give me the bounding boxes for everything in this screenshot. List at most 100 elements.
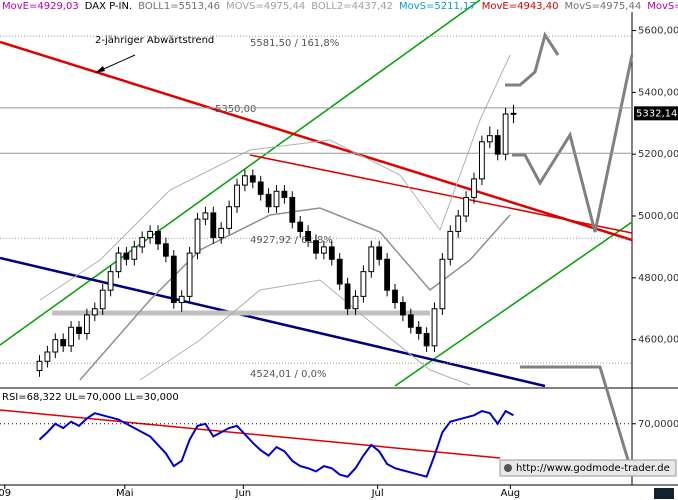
last-price-label: 5332,14 [636, 108, 677, 119]
candle-body [344, 283, 351, 310]
x-tick-label: Jul [371, 488, 384, 499]
candle-body [115, 252, 122, 273]
candle-body [186, 252, 193, 297]
x-tick-label: Jun [235, 488, 252, 499]
candle-body [273, 190, 280, 208]
annotation: 2-jähriger Abwärtstrend [95, 35, 214, 46]
rsi-line [38, 409, 514, 478]
indicator-label: MovS=4608,52 [647, 1, 678, 12]
candle-body [44, 351, 51, 362]
watermark-box [499, 459, 677, 477]
watermark[interactable]: http://www.godmode-trader.de [516, 463, 670, 474]
candle-body [479, 141, 485, 180]
candle-body [265, 193, 272, 208]
indicator-label: MovS=5211,17 [399, 1, 476, 12]
candle-body [257, 181, 264, 195]
candle-body [131, 246, 138, 260]
candle-body [376, 246, 383, 260]
watermark-icon [504, 464, 512, 472]
candle-body [510, 112, 517, 115]
candle-body [289, 196, 296, 223]
candle-body [502, 113, 509, 155]
annotation: 5581,50 / 161,8% [250, 38, 339, 49]
y-tick-label: 4800,00 [638, 273, 678, 284]
candle-body [392, 289, 398, 304]
bollinger-lower [139, 279, 471, 386]
candle-body [242, 175, 248, 186]
candle-body [84, 314, 90, 334]
candle-body [202, 212, 209, 220]
indicator-label: MOVS=4975,44 [226, 1, 305, 12]
x-tick-label: Mai [116, 488, 134, 499]
indicator-label: BOLL1=5513,46 [138, 1, 220, 12]
y-tick-label: 70,0000 [638, 419, 678, 430]
candle-body [313, 240, 319, 254]
arrow-head [95, 66, 105, 73]
candle-body [431, 308, 438, 347]
annotation: 4927,92 / 61,8% [250, 235, 333, 246]
support-line [0, 256, 546, 388]
candle-body [194, 218, 201, 254]
candle-body [297, 221, 304, 232]
projection [520, 365, 630, 461]
candle-body [36, 360, 43, 372]
candle-body [163, 243, 169, 257]
candle-body [447, 230, 454, 260]
indicator-label: MovE=4943,40 [482, 1, 559, 12]
rsi-trend-line [0, 409, 501, 459]
y-tick-label: 5400,00 [638, 87, 678, 98]
y-tick-label: 5200,00 [638, 149, 678, 160]
candle-body [218, 227, 225, 239]
candle-body [123, 252, 130, 260]
candle-body [305, 230, 312, 242]
y-tick-label: 4600,00 [638, 335, 678, 346]
candle-body [107, 271, 114, 291]
candle-body [76, 326, 82, 334]
candle-body [463, 196, 470, 217]
candle-body [439, 258, 446, 310]
channel-line [0, 0, 481, 346]
candle-body [368, 246, 375, 273]
candle-body [60, 339, 67, 347]
logo [654, 488, 674, 499]
candle-body [249, 175, 256, 183]
candle-body [328, 246, 335, 260]
annotation: 5350,00 [215, 104, 256, 115]
candle-body [423, 332, 430, 347]
projection [512, 54, 634, 233]
indicator-label: MovE=4929,03 [2, 1, 79, 12]
candle-body [91, 308, 98, 316]
candle-body [471, 178, 477, 198]
trend-line [249, 154, 633, 234]
candle-body [226, 206, 232, 229]
price-tag [634, 106, 678, 121]
x-tick-label: Aug [501, 488, 521, 499]
y-tick-label: 5000,00 [638, 211, 678, 222]
candle-body [352, 295, 359, 310]
candle-body [210, 212, 217, 239]
candle-body [336, 258, 343, 285]
channel-line [394, 221, 633, 387]
candle-body [494, 135, 501, 155]
candle-body [139, 237, 146, 248]
y-tick-label: 5600,00 [638, 26, 678, 37]
annotation: 4524,01 / 0,0% [250, 369, 326, 380]
x-tick-label: 09 [0, 488, 11, 499]
candle-body [321, 246, 327, 254]
candle-body [486, 135, 493, 143]
candle-body [147, 230, 153, 239]
candle-body [455, 215, 462, 232]
indicator-label: DAX P-IN. [85, 1, 132, 12]
candle-body [68, 326, 74, 347]
moving-average [79, 207, 511, 381]
candle-body [178, 295, 185, 304]
candle-body [170, 255, 177, 304]
candle-body [415, 326, 422, 334]
candle-body [234, 184, 240, 208]
projection [505, 31, 560, 87]
indicator-label: BOLL2=4437,42 [311, 1, 393, 12]
downtrend-line [0, 40, 633, 242]
candle-body [155, 230, 161, 245]
